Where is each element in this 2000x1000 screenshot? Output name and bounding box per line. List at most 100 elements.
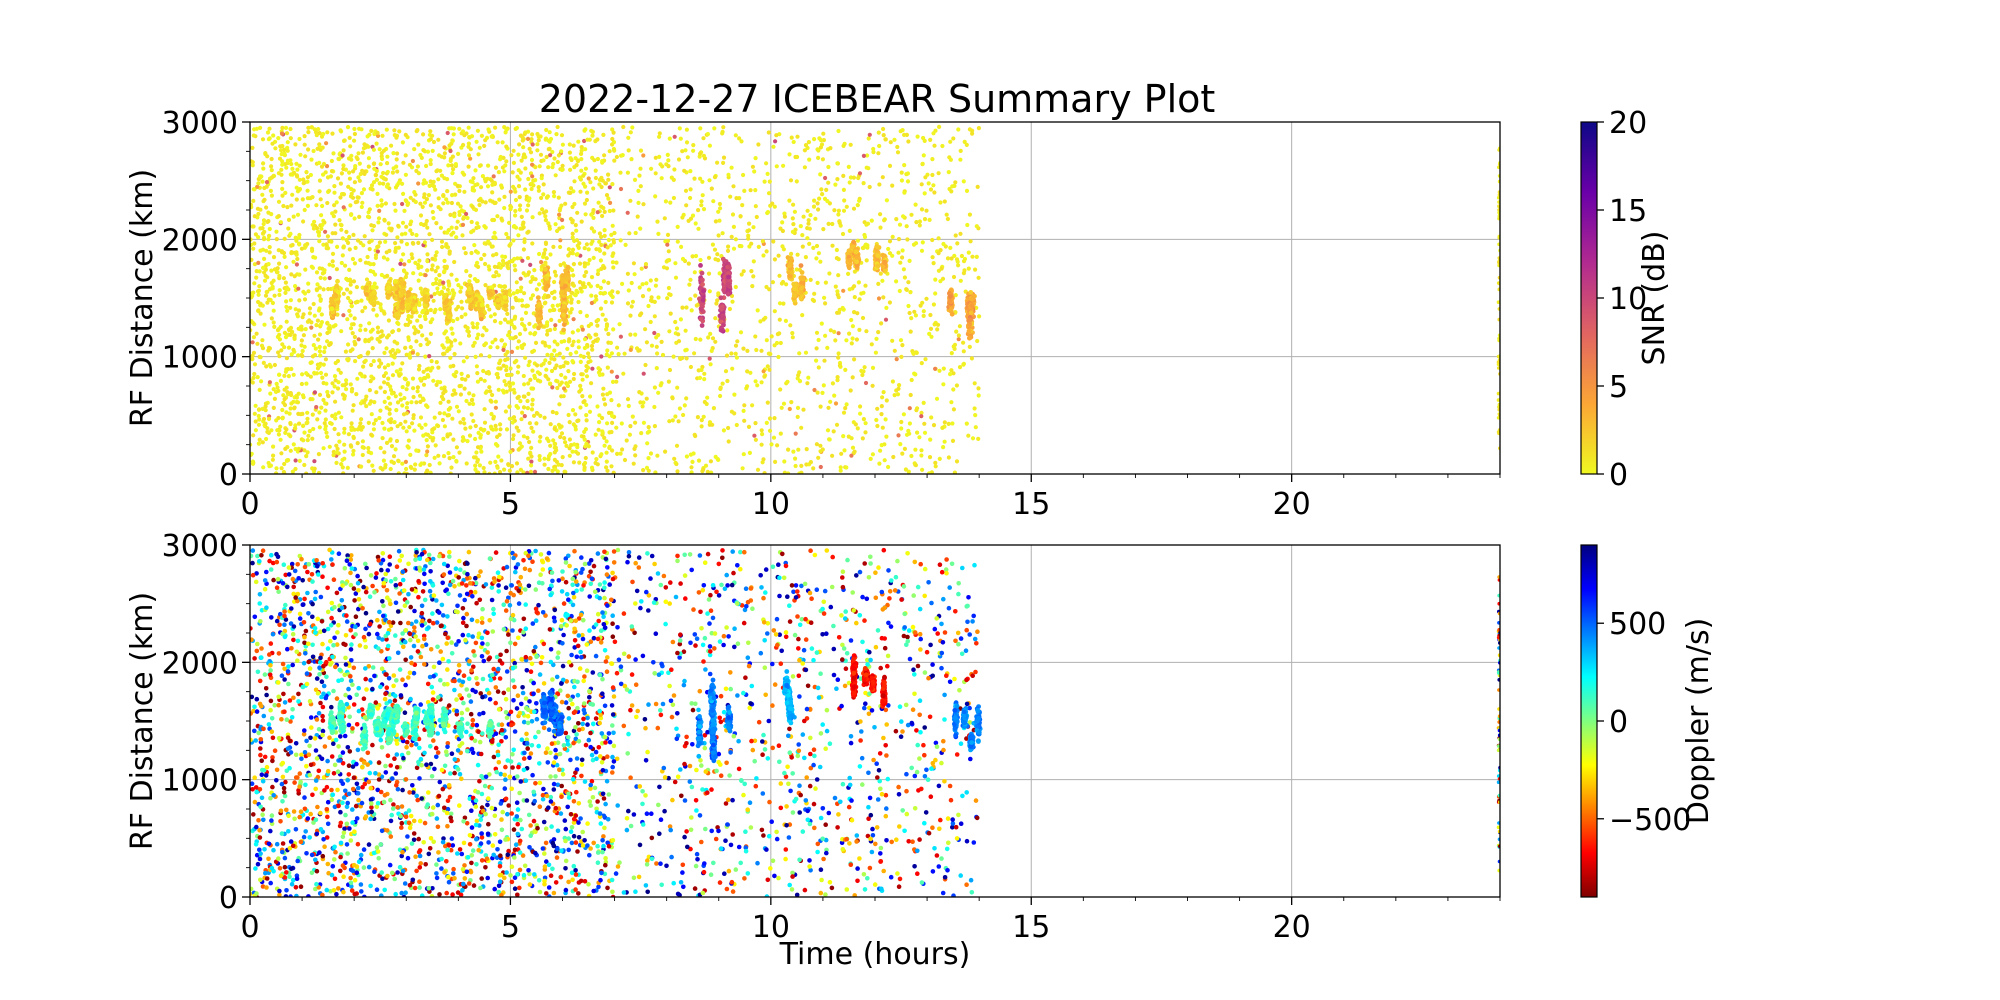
data-point [518,276,523,281]
data-point [314,323,319,328]
data-point [492,217,497,223]
data-point [626,135,631,140]
data-point [807,241,812,246]
data-point [514,125,520,131]
data-point [815,280,820,285]
data-point [534,287,539,292]
data-point [803,143,809,148]
data-point [412,428,417,433]
data-point [790,216,795,221]
data-point [324,381,329,386]
data-point [561,394,566,399]
data-point [442,351,447,356]
data-point [319,405,324,410]
data-point [270,141,275,146]
data-point [600,392,606,397]
data-point [418,342,423,348]
data-point [502,284,508,289]
data-point [880,425,885,430]
data-point [492,274,497,279]
data-point [482,143,487,148]
data-point [653,194,658,199]
data-point [305,319,310,324]
data-point [316,308,322,313]
data-point [825,199,830,204]
data-point [480,174,485,179]
data-point [603,402,608,407]
data-point [854,337,860,342]
data-point [373,172,379,178]
data-point [519,158,524,163]
data-point [267,126,272,131]
data-point [606,196,611,201]
data-point [652,330,657,336]
data-point [297,458,302,463]
data-point [649,343,655,348]
data-point [875,406,880,411]
data-point [437,411,442,416]
data-point [403,231,408,236]
data-point [627,231,632,236]
data-point [964,188,970,193]
data-point [805,208,810,213]
data-point [836,351,841,356]
data-point [628,347,633,352]
data-point [584,242,590,247]
data-point [403,274,408,280]
data-point [403,419,408,424]
data-point [317,293,322,298]
data-point [912,309,917,314]
data-point [707,289,712,294]
data-point [430,148,435,153]
data-point [502,194,507,199]
data-point [575,243,580,248]
data-point [388,387,394,393]
data-point [314,203,319,208]
data-point [929,415,934,420]
data-point [409,252,414,257]
data-point [646,287,652,292]
data-point [352,126,357,132]
data-point [327,444,332,449]
data-point [261,265,266,270]
data-point [376,216,382,221]
data-point [314,133,319,138]
data-point [667,367,673,373]
data-point [970,131,975,136]
data-point [557,402,562,407]
data-point [340,236,345,241]
data-point [602,443,607,448]
data-point [272,293,277,298]
data-point [374,285,379,290]
data-point [552,296,557,301]
data-point [526,381,531,386]
data-point [783,318,789,323]
data-point [860,245,866,251]
data-point [876,151,881,156]
data-point [506,462,511,467]
data-point [504,427,510,432]
data-point [300,315,305,320]
data-point [372,161,377,166]
data-point [269,428,274,433]
data-point [335,244,340,249]
data-point [264,364,269,369]
data-point [323,417,328,422]
data-point [576,345,581,350]
data-point [404,352,409,357]
data-point [922,217,928,222]
data-point [552,457,558,462]
data-point [325,234,330,239]
data-point [656,295,661,300]
data-point [325,389,330,395]
data-point [880,278,885,283]
data-point [437,273,442,278]
data-point [574,163,579,168]
data-point [787,198,792,203]
data-point [462,189,467,194]
data-point [400,403,405,408]
data-point [488,460,493,465]
data-point [667,419,672,424]
data-point [286,374,291,379]
data-point [906,469,911,474]
